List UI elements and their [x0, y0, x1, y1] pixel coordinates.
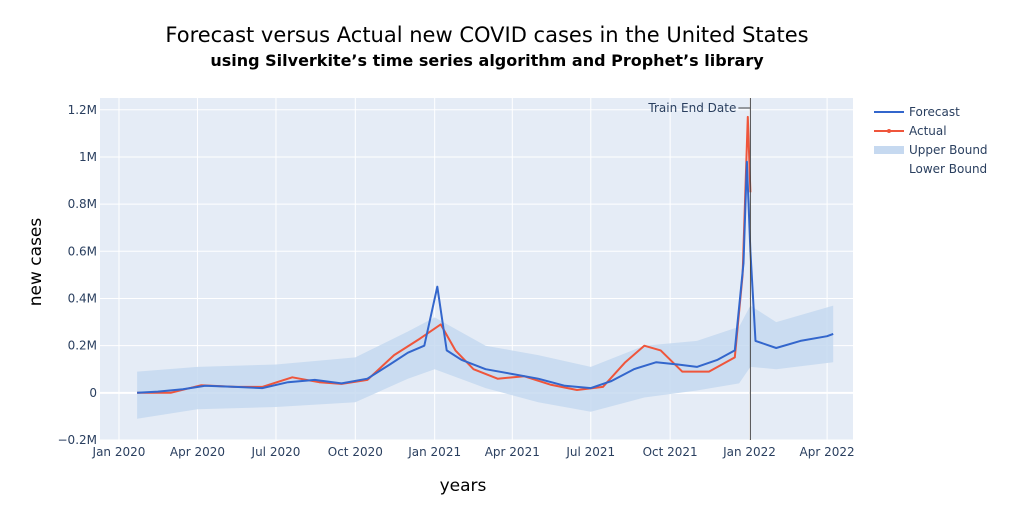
y-tick-label: 0.4M — [68, 291, 97, 305]
x-tick-label: Jul 2021 — [565, 445, 615, 459]
y-tick-label: 0.6M — [68, 244, 97, 258]
series-lines — [137, 115, 834, 394]
y-tick-label: 1M — [79, 150, 97, 164]
y-axis-ticks: −0.2M 0 0.2M 0.4M 0.6M 0.8M 1M 1.2M — [58, 103, 98, 447]
x-tick-label: Jan 2022 — [722, 445, 776, 459]
x-axis-title: years — [440, 476, 487, 496]
x-tick-label: Oct 2021 — [643, 445, 698, 459]
chart-subtitle: using Silverkite’s time series algorithm… — [210, 51, 764, 70]
x-tick-label: Jan 2021 — [407, 445, 461, 459]
y-tick-label: −0.2M — [58, 433, 98, 447]
x-tick-label: Jan 2020 — [92, 445, 146, 459]
x-axis-ticks: Jan 2020 Apr 2020 Jul 2020 Oct 2020 Jan 2021… — [92, 445, 855, 459]
chart-title: Forecast versus Actual new COVID cases i… — [165, 23, 808, 47]
train-end-label: Train End Date — [647, 101, 736, 115]
legend: Forecast Actual Upper Bound Lower Bound — [874, 105, 988, 176]
legend-label: Forecast — [909, 105, 960, 119]
actual-series-line — [137, 115, 752, 394]
x-tick-label: Jul 2020 — [251, 445, 301, 459]
confidence-band — [137, 305, 834, 419]
y-axis-title: new cases — [26, 218, 46, 307]
y-tick-label: 1.2M — [68, 103, 97, 117]
x-tick-label: Oct 2020 — [328, 445, 383, 459]
y-tick-label: 0.8M — [68, 197, 97, 211]
legend-label: Upper Bound — [909, 143, 988, 157]
legend-swatch-upper-bound — [874, 146, 904, 154]
legend-marker-actual — [887, 129, 891, 133]
y-tick-label: 0 — [89, 386, 97, 400]
y-tick-label: 0.2M — [68, 339, 97, 353]
x-tick-label: Apr 2021 — [485, 445, 540, 459]
train-end-annotation: Train End Date — [647, 98, 751, 440]
legend-label: Lower Bound — [909, 162, 987, 176]
legend-label: Actual — [909, 124, 947, 138]
x-tick-label: Apr 2022 — [800, 445, 855, 459]
forecast-series-line — [137, 160, 834, 394]
confidence-band-area — [137, 305, 834, 419]
x-tick-label: Apr 2020 — [170, 445, 225, 459]
